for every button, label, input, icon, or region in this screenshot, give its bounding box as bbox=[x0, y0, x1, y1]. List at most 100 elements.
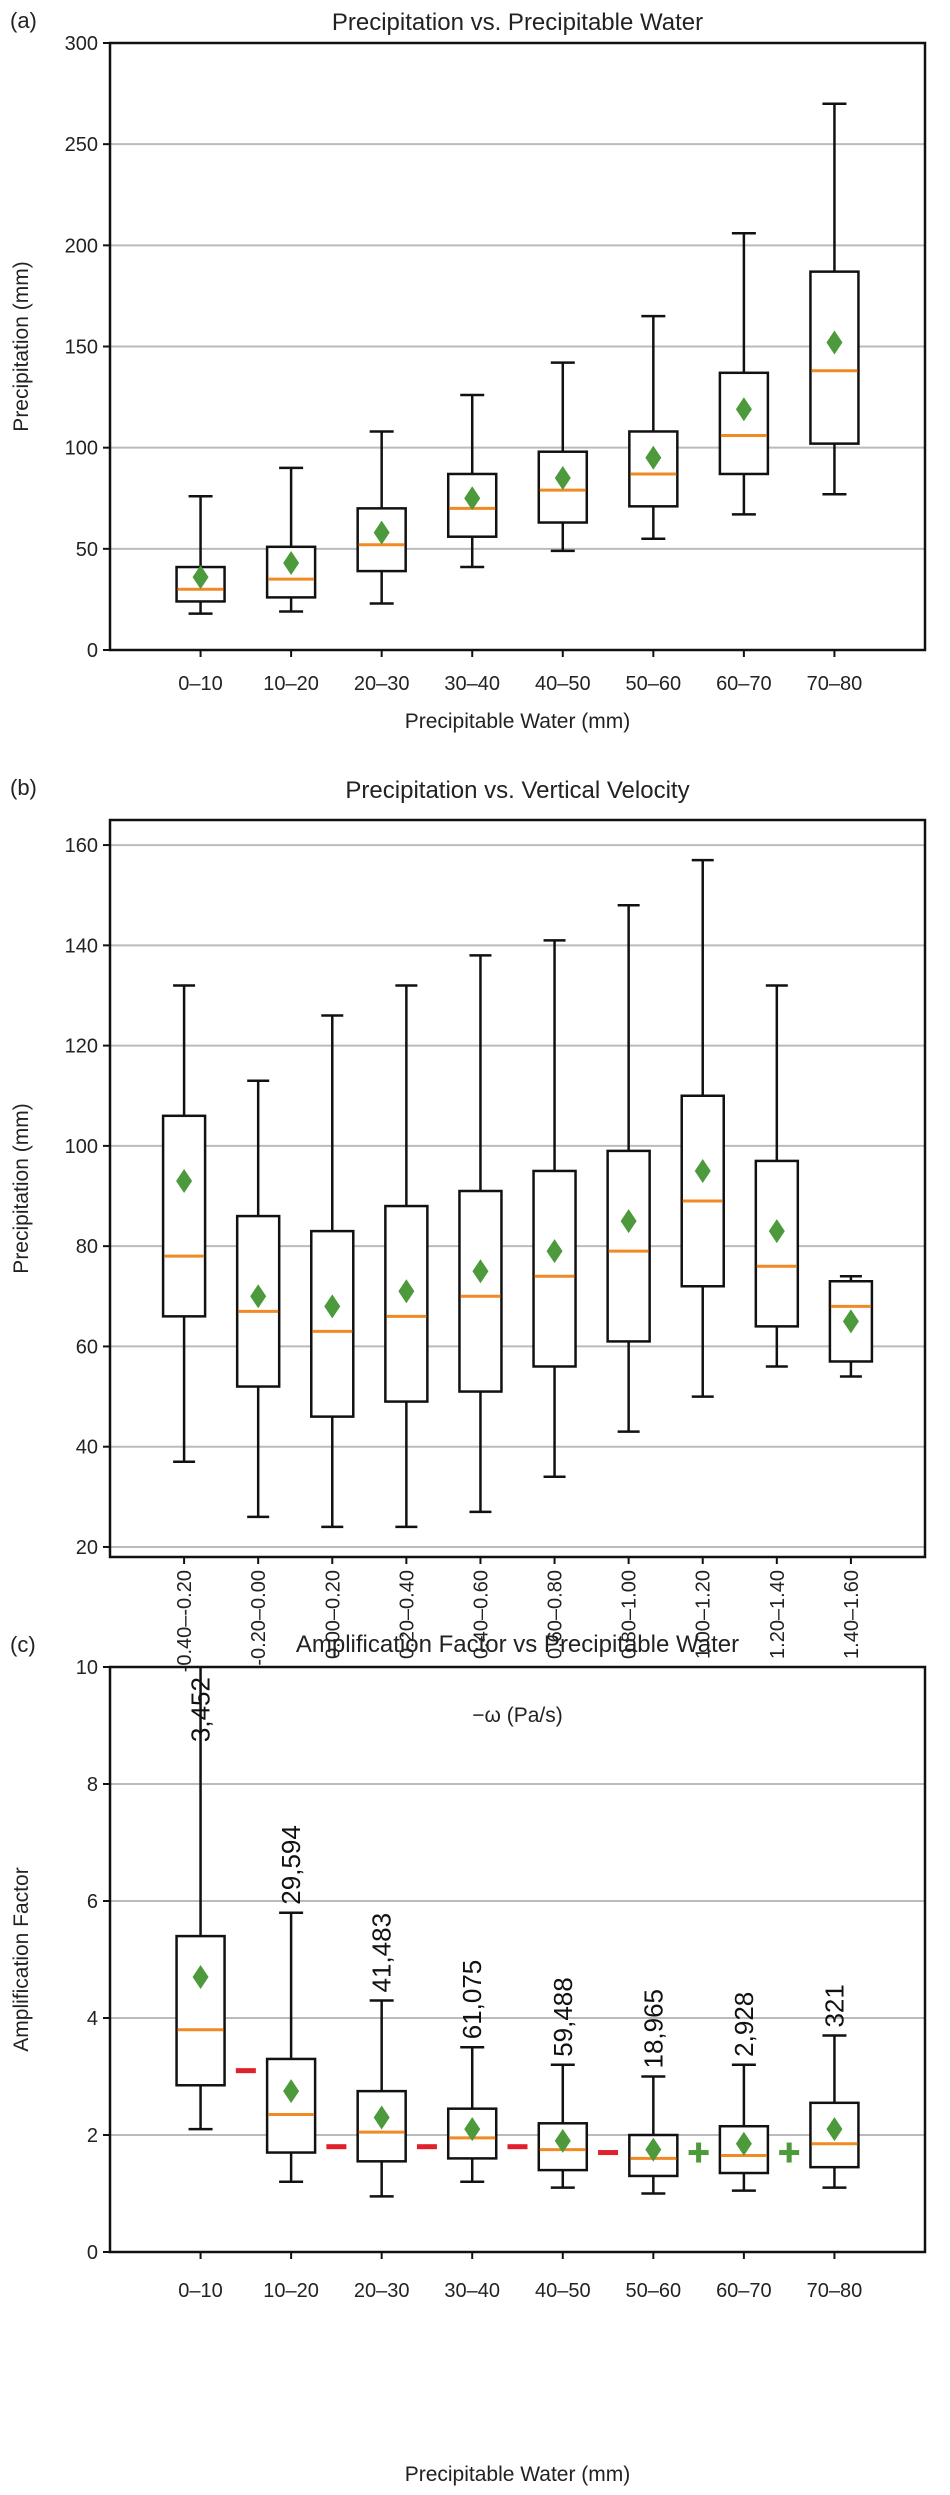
x-axis-label: Precipitable Water (mm) bbox=[405, 2463, 631, 2486]
mean-marker bbox=[192, 565, 209, 590]
y-tick-label: 120 bbox=[65, 1036, 98, 1058]
x-axis-label: Precipitable Water (mm) bbox=[405, 710, 631, 733]
box-iqr bbox=[265, 2057, 317, 2154]
x-tick-label: 30–40 bbox=[444, 2280, 500, 2302]
x-tick-label: 40–50 bbox=[535, 2280, 591, 2302]
count-label: 29,594 bbox=[276, 1825, 306, 1905]
mean-marker bbox=[735, 397, 752, 422]
x-tick-label: 0.40–0.60 bbox=[470, 1570, 492, 1659]
x-tick-label: 70–80 bbox=[807, 673, 863, 695]
y-tick-label: 150 bbox=[65, 337, 98, 359]
count-label: 321 bbox=[819, 1984, 849, 2027]
panel-b: (b) Precipitation vs. Vertical Velocity 20… bbox=[10, 775, 927, 1727]
mean-marker bbox=[250, 1284, 267, 1309]
y-tick-label: 4 bbox=[87, 2008, 98, 2030]
x-tick-label: 40–50 bbox=[535, 673, 591, 695]
count-label: 41,483 bbox=[367, 1913, 397, 1993]
mean-marker bbox=[842, 1309, 859, 1334]
y-tick-label: 200 bbox=[65, 235, 98, 257]
y-tick-label: 0 bbox=[87, 2242, 98, 2264]
mean-marker bbox=[826, 2117, 843, 2142]
chart-title: Precipitation vs. Precipitable Water bbox=[332, 9, 703, 36]
y-tick-label: 50 bbox=[76, 539, 98, 561]
x-tick-label: -0.40–-0.20 bbox=[174, 1570, 196, 1672]
mean-marker bbox=[176, 1168, 193, 1193]
mean-marker bbox=[192, 1965, 209, 1990]
mean-marker bbox=[645, 445, 662, 470]
minus-marker bbox=[235, 2068, 256, 2074]
mean-marker bbox=[546, 1239, 563, 1264]
minus-marker bbox=[507, 2144, 528, 2150]
mean-marker bbox=[554, 466, 571, 491]
mean-marker bbox=[464, 2117, 481, 2142]
x-tick-label: -0.20–0.00 bbox=[248, 1570, 270, 1666]
mean-marker bbox=[620, 1209, 637, 1234]
box-iqr bbox=[161, 1114, 207, 1318]
count-label: 61,075 bbox=[457, 1960, 487, 2040]
box-iqr bbox=[680, 1094, 725, 1288]
mean-marker bbox=[398, 1279, 415, 1304]
mean-marker bbox=[768, 1219, 785, 1244]
y-axis-label: Amplification Factor bbox=[10, 1867, 33, 2051]
x-tick-label: 0–10 bbox=[178, 673, 223, 695]
box-iqr bbox=[754, 1159, 800, 1328]
x-tick-label: 70–80 bbox=[807, 2280, 863, 2302]
x-tick-label: 1.40–1.60 bbox=[841, 1570, 863, 1659]
y-axis-label: Precipitation (mm) bbox=[10, 261, 33, 431]
chart-title: Amplification Factor vs Precipitable Wat… bbox=[296, 1631, 739, 1658]
chart-title: Precipitation vs. Vertical Velocity bbox=[345, 777, 689, 804]
y-tick-label: 80 bbox=[76, 1236, 98, 1258]
mean-marker bbox=[373, 2105, 390, 2130]
y-tick-label: 100 bbox=[65, 1136, 98, 1158]
x-tick-label: 1.20–1.40 bbox=[767, 1570, 789, 1659]
mean-marker bbox=[735, 2131, 752, 2156]
mean-marker bbox=[464, 486, 481, 511]
minus-marker bbox=[598, 2150, 619, 2156]
y-tick-label: 300 bbox=[65, 33, 98, 55]
plus-marker-v bbox=[696, 2142, 702, 2163]
x-tick-label: 60–70 bbox=[716, 2280, 772, 2302]
box-iqr bbox=[809, 270, 860, 445]
box-iqr bbox=[175, 1934, 226, 2087]
x-tick-label: 50–60 bbox=[626, 673, 682, 695]
minus-marker bbox=[416, 2144, 437, 2150]
x-axis-label: −ω (Pa/s) bbox=[472, 1704, 563, 1727]
plot-frame bbox=[108, 41, 927, 652]
panel-label: (c) bbox=[10, 1632, 36, 1657]
plot-frame bbox=[108, 818, 927, 1559]
panel-label: (a) bbox=[10, 8, 37, 33]
x-tick-label: 20–30 bbox=[354, 2280, 410, 2302]
minus-marker bbox=[326, 2144, 347, 2150]
x-tick-label: 30–40 bbox=[444, 673, 500, 695]
x-tick-label: 0.00–0.20 bbox=[322, 1570, 344, 1659]
y-tick-label: 160 bbox=[65, 835, 98, 857]
y-tick-label: 10 bbox=[76, 1657, 98, 1679]
y-tick-label: 20 bbox=[76, 1537, 98, 1559]
plus-marker-v bbox=[786, 2142, 792, 2163]
y-tick-label: 60 bbox=[76, 1336, 98, 1358]
y-tick-label: 250 bbox=[65, 134, 98, 156]
mean-marker bbox=[283, 550, 300, 575]
x-tick-label: 0.20–0.40 bbox=[396, 1570, 418, 1659]
mean-marker bbox=[373, 520, 390, 545]
y-tick-label: 40 bbox=[76, 1437, 98, 1459]
box-iqr bbox=[384, 1204, 429, 1403]
box-iqr bbox=[356, 507, 407, 573]
x-tick-label: 0.80–1.00 bbox=[619, 1570, 641, 1659]
y-tick-label: 0 bbox=[87, 640, 98, 662]
box-iqr bbox=[606, 1149, 651, 1343]
box-iqr bbox=[458, 1189, 503, 1393]
y-tick-label: 2 bbox=[87, 2125, 98, 2147]
x-tick-label: 10–20 bbox=[263, 673, 319, 695]
mean-marker bbox=[283, 2079, 300, 2104]
plot-frame bbox=[108, 1665, 927, 2254]
x-tick-label: 0.60–0.80 bbox=[545, 1570, 567, 1659]
count-label: 2,928 bbox=[729, 1992, 759, 2057]
mean-marker bbox=[324, 1294, 341, 1319]
count-label: 18,965 bbox=[638, 1989, 668, 2069]
count-label: 3,452 bbox=[186, 1677, 216, 1742]
y-tick-label: 140 bbox=[65, 935, 98, 957]
panel-c: (c) Amplification Factor vs Precipitable … bbox=[10, 1631, 927, 2486]
box-iqr bbox=[532, 1169, 577, 1368]
